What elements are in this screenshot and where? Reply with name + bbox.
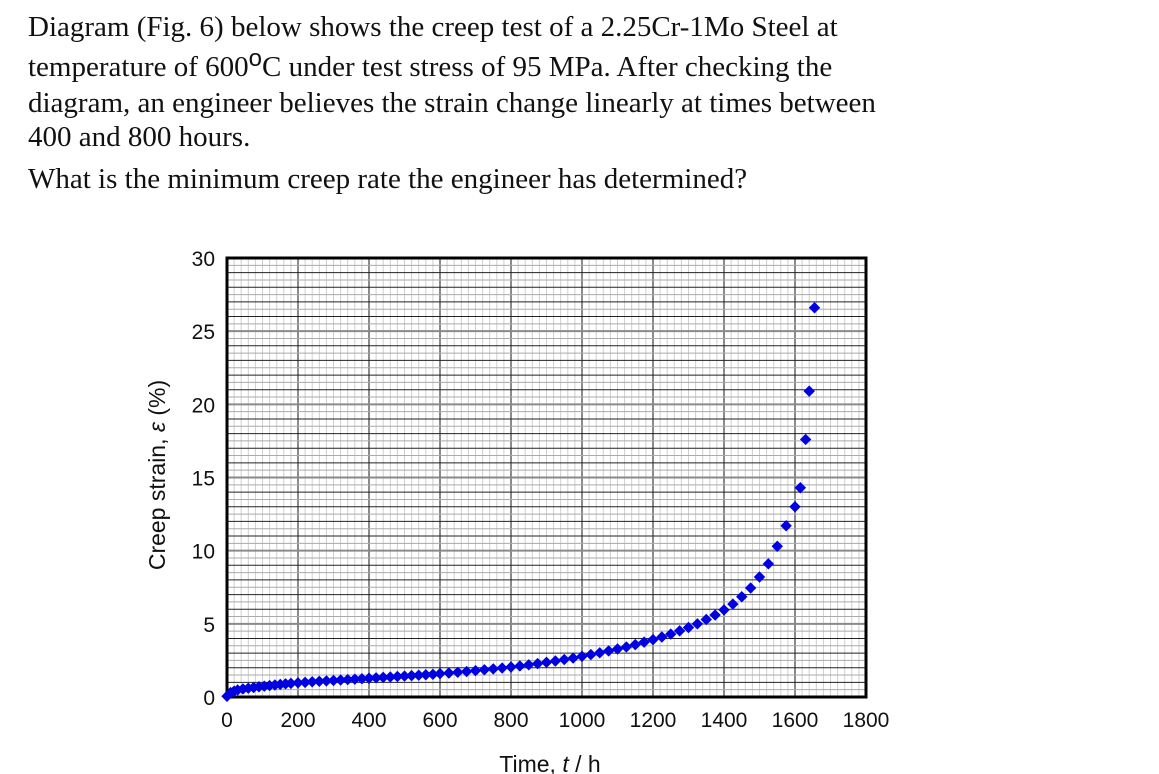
data-point <box>665 628 677 640</box>
data-point <box>700 613 712 626</box>
x-tick-labels: 0 200 400 600 800 1000 1200 1400 1600 1800 <box>221 709 889 732</box>
data-point <box>558 653 570 666</box>
data-point <box>611 643 624 655</box>
data-points <box>221 302 821 702</box>
data-point <box>478 664 491 676</box>
data-point <box>753 571 766 583</box>
x-tick-label: 1000 <box>559 709 606 732</box>
data-point <box>549 655 562 667</box>
question-line-5: What is the minimum creep rate the engin… <box>28 163 748 195</box>
data-point <box>531 657 544 670</box>
x-tick-label: 400 <box>351 709 386 732</box>
data-point <box>443 667 455 679</box>
y-tick-label: 5 <box>203 614 215 637</box>
data-point <box>736 591 748 603</box>
y-tick-label: 30 <box>192 248 215 271</box>
question-line-3: diagram, an engineer believes the strain… <box>28 87 876 119</box>
data-point <box>496 662 508 674</box>
data-point <box>505 661 517 673</box>
data-point <box>771 540 783 552</box>
data-point <box>718 604 730 616</box>
data-point <box>540 656 553 669</box>
data-point <box>602 645 615 657</box>
y-tick-label: 25 <box>192 321 215 344</box>
question-text: Diagram (Fig. 6) below shows the creep t… <box>28 10 1138 196</box>
x-tick-label: 800 <box>493 709 528 732</box>
y-tick-label: 20 <box>192 394 215 417</box>
y-tick-label: 10 <box>192 541 215 564</box>
data-point <box>487 663 499 675</box>
data-point <box>647 633 659 646</box>
x-tick-label: 0 <box>221 709 233 732</box>
data-point <box>709 609 721 621</box>
x-tick-label: 200 <box>280 709 315 732</box>
data-point <box>789 501 801 513</box>
x-tick-label: 1200 <box>630 709 677 732</box>
question-line-2-post: C under test stress of 95 MPa. After che… <box>262 51 833 83</box>
data-point <box>799 433 812 446</box>
x-tick-label: 1400 <box>701 709 748 732</box>
data-point <box>567 652 579 664</box>
data-point <box>808 302 821 314</box>
question-line-4: 400 and 800 hours. <box>28 121 251 153</box>
x-tick-label: 1800 <box>843 709 890 732</box>
data-point <box>434 667 446 680</box>
data-point <box>629 638 641 651</box>
data-point <box>744 582 757 594</box>
question-line-1: Diagram (Fig. 6) below shows the creep t… <box>28 11 838 43</box>
y-tick-labels: 0 5 10 15 20 25 30 <box>192 248 215 710</box>
question-line-2-pre: temperature of 600 <box>28 51 249 83</box>
x-tick-label: 600 <box>422 709 457 732</box>
x-tick-label: 1600 <box>772 709 819 732</box>
plot-frame <box>225 256 868 699</box>
y-tick-label: 15 <box>192 468 215 491</box>
data-point <box>638 636 650 648</box>
data-point <box>762 558 775 570</box>
data-point <box>691 618 704 630</box>
data-point <box>682 621 695 634</box>
y-axis-label: Creep strain, ε (%) <box>144 380 170 570</box>
data-point <box>794 482 807 494</box>
data-point <box>523 659 535 671</box>
data-point <box>585 648 597 661</box>
data-point <box>673 625 686 637</box>
degree-superscript: o <box>248 45 262 72</box>
data-point <box>514 660 526 672</box>
data-point <box>620 641 633 653</box>
data-point <box>656 631 668 643</box>
data-point <box>469 664 482 677</box>
grid <box>226 257 867 698</box>
data-point <box>780 520 792 532</box>
y-tick-label: 0 <box>203 687 215 710</box>
question-line-2: temperature of 600oC under test stress o… <box>28 45 1138 86</box>
data-point <box>460 665 473 678</box>
x-axis-label: Time, t / h <box>499 751 600 774</box>
data-point <box>727 598 739 610</box>
data-point <box>594 647 606 659</box>
data-point <box>803 385 815 397</box>
data-point <box>452 666 464 678</box>
